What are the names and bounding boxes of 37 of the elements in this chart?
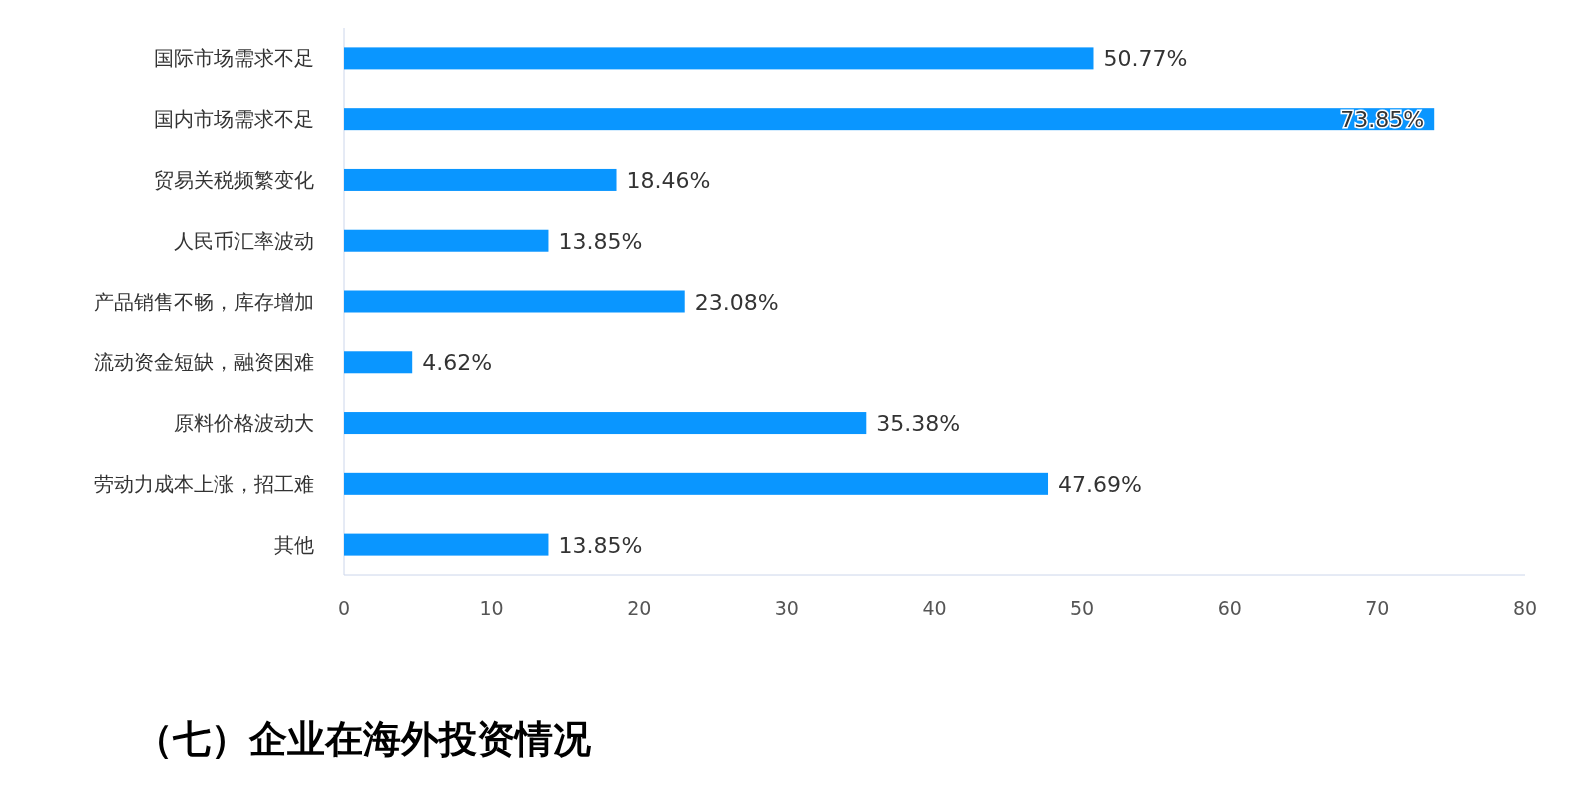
data-label: 4.62% xyxy=(422,350,493,376)
x-tick-label: 40 xyxy=(922,597,947,619)
x-tick-label: 60 xyxy=(1217,597,1242,619)
bar xyxy=(344,290,685,313)
bar xyxy=(344,533,549,556)
y-tick-label: 流动资金短缺，融资困难 xyxy=(94,350,314,375)
data-label: 47.69% xyxy=(1058,471,1142,497)
bar xyxy=(344,229,549,252)
y-tick-label: 国际市场需求不足 xyxy=(154,46,314,71)
x-tick-label: 80 xyxy=(1512,597,1538,619)
y-tick-label: 产品销售不畅，库存增加 xyxy=(94,289,314,314)
y-tick-label: 贸易关税频繁变化 xyxy=(154,167,314,192)
y-tick-label: 原料价格波动大 xyxy=(174,411,314,436)
y-tick-label: 国内市场需求不足 xyxy=(154,107,314,132)
x-tick-label: 10 xyxy=(479,597,504,619)
data-label: 13.85% xyxy=(558,228,643,254)
text: （七）企业在海外投资情况 xyxy=(135,716,591,761)
bar xyxy=(344,412,867,435)
x-tick-label: 70 xyxy=(1365,597,1390,619)
data-label: 18.46% xyxy=(626,167,711,193)
bar xyxy=(344,47,1094,70)
y-tick-label: 其他 xyxy=(274,532,314,557)
x-tick-label: 30 xyxy=(774,597,799,619)
data-label: 35.38% xyxy=(876,411,961,437)
data-label: 13.85% xyxy=(558,532,643,558)
x-tick-label: 50 xyxy=(1070,597,1095,619)
x-tick-label: 20 xyxy=(627,597,652,619)
bar xyxy=(344,351,413,374)
bar xyxy=(344,108,1435,131)
y-tick-label: 劳动力成本上涨，招工难 xyxy=(94,471,314,496)
y-tick-label: 人民币汇率波动 xyxy=(174,228,314,253)
data-label: 73.85% xyxy=(1340,107,1425,133)
x-tick-label: 0 xyxy=(337,597,351,619)
bar xyxy=(344,168,617,191)
bar xyxy=(344,472,1049,495)
data-label: 50.77% xyxy=(1103,46,1188,72)
data-label: 23.08% xyxy=(694,289,779,315)
